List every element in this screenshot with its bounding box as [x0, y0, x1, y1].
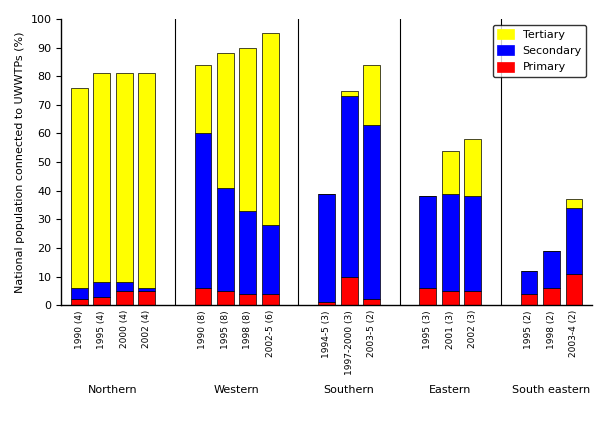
Bar [464, 197, 481, 291]
Bar [217, 188, 234, 291]
Bar [195, 288, 212, 305]
Bar [419, 288, 436, 305]
Text: Eastern: Eastern [429, 385, 472, 395]
Bar [340, 276, 357, 305]
Bar [520, 294, 537, 305]
Bar [93, 282, 110, 296]
Bar [138, 73, 155, 288]
Bar [116, 282, 132, 291]
Bar [318, 302, 335, 305]
Bar [340, 96, 357, 276]
Text: South eastern: South eastern [512, 385, 590, 395]
Bar [71, 300, 88, 305]
Bar [71, 88, 88, 288]
Bar [262, 33, 279, 225]
Bar [262, 294, 279, 305]
Bar [340, 91, 357, 96]
Bar [543, 288, 560, 305]
Bar [262, 225, 279, 294]
Bar [565, 274, 583, 305]
Bar [240, 48, 256, 211]
Y-axis label: National population connected to UWWTPs (%): National population connected to UWWTPs … [15, 31, 25, 293]
Legend: Tertiary, Secondary, Primary: Tertiary, Secondary, Primary [493, 24, 586, 77]
Bar [217, 53, 234, 188]
Bar [71, 288, 88, 300]
Bar [93, 73, 110, 282]
Bar [240, 294, 256, 305]
Bar [217, 291, 234, 305]
Bar [442, 291, 459, 305]
Bar [195, 133, 212, 288]
Bar [116, 73, 132, 282]
Text: Northern: Northern [88, 385, 138, 395]
Bar [565, 199, 583, 208]
Bar [442, 194, 459, 291]
Bar [419, 197, 436, 288]
Bar [138, 291, 155, 305]
Bar [240, 211, 256, 294]
Bar [442, 151, 459, 194]
Text: Western: Western [214, 385, 259, 395]
Bar [464, 139, 481, 197]
Bar [363, 65, 380, 125]
Bar [464, 291, 481, 305]
Bar [565, 208, 583, 274]
Bar [520, 271, 537, 294]
Bar [363, 300, 380, 305]
Bar [195, 65, 212, 133]
Bar [116, 291, 132, 305]
Bar [543, 251, 560, 288]
Bar [138, 288, 155, 291]
Bar [363, 125, 380, 300]
Bar [93, 296, 110, 305]
Bar [318, 194, 335, 302]
Text: Southern: Southern [324, 385, 375, 395]
